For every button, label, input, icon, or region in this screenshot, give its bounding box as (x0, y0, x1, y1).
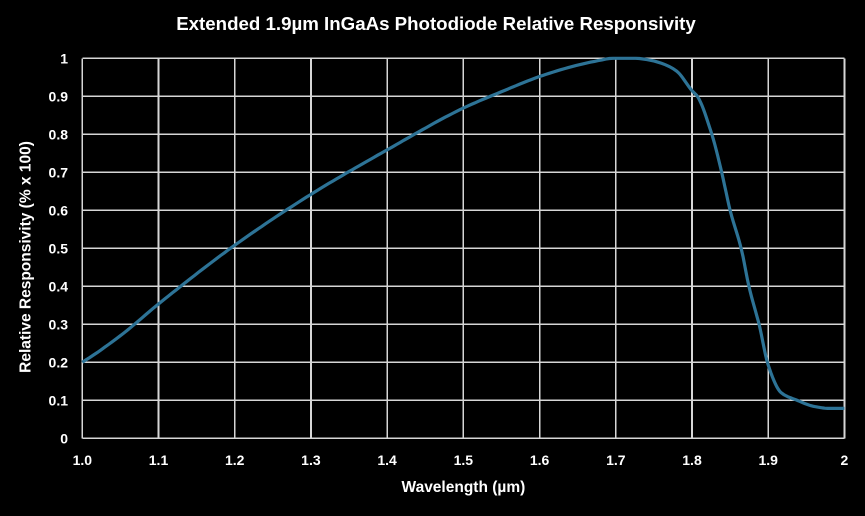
svg-text:0.7: 0.7 (49, 164, 69, 180)
svg-text:0.2: 0.2 (49, 354, 69, 370)
svg-text:0.1: 0.1 (49, 392, 69, 408)
svg-text:0.3: 0.3 (49, 316, 69, 332)
svg-text:1.1: 1.1 (149, 452, 169, 468)
svg-text:1.8: 1.8 (682, 452, 702, 468)
svg-text:0.6: 0.6 (49, 202, 69, 218)
svg-text:Relative Responsivity (% x 100: Relative Responsivity (% x 100) (18, 141, 35, 373)
svg-text:1.6: 1.6 (530, 452, 550, 468)
svg-text:Wavelength (µm): Wavelength (µm) (402, 479, 526, 496)
svg-text:0: 0 (60, 430, 68, 446)
svg-text:1.7: 1.7 (606, 452, 626, 468)
svg-text:1.5: 1.5 (454, 452, 474, 468)
svg-text:Extended 1.9µm InGaAs Photodio: Extended 1.9µm InGaAs Photodiode Relativ… (176, 13, 696, 34)
svg-text:0.5: 0.5 (49, 240, 69, 256)
svg-text:1.4: 1.4 (377, 452, 397, 468)
svg-text:1.9: 1.9 (758, 452, 778, 468)
svg-text:1: 1 (60, 50, 68, 66)
svg-text:0.4: 0.4 (49, 278, 69, 294)
svg-text:0.9: 0.9 (49, 88, 69, 104)
svg-text:1.2: 1.2 (225, 452, 245, 468)
svg-text:1.3: 1.3 (301, 452, 321, 468)
svg-text:0.8: 0.8 (49, 126, 69, 142)
svg-text:2: 2 (841, 452, 849, 468)
svg-text:1.0: 1.0 (73, 452, 93, 468)
